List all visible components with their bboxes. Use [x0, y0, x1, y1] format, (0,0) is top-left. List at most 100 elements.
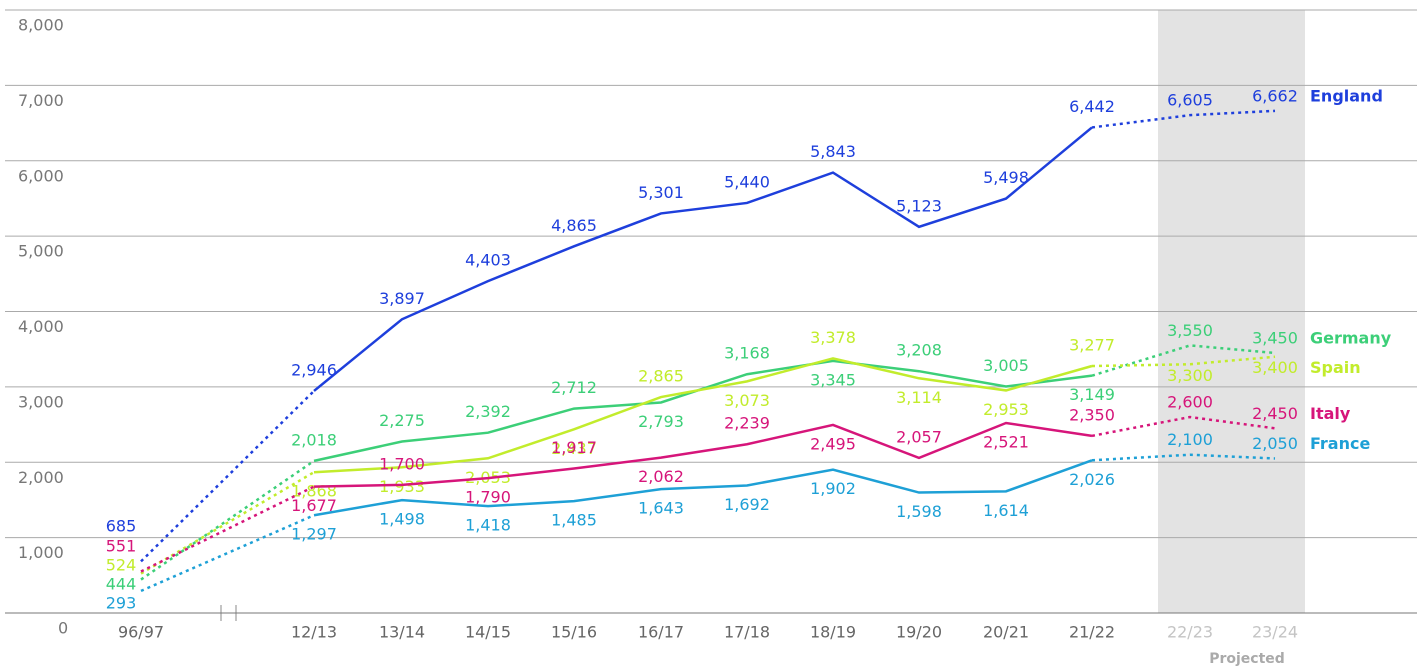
data-label: 3,400: [1252, 358, 1298, 377]
y-tick-label: 8,000: [18, 16, 64, 35]
data-label: 524: [106, 556, 137, 575]
data-label: 2,712: [551, 378, 597, 397]
data-label: 2,062: [638, 467, 684, 486]
data-label: 1,902: [810, 479, 856, 498]
series-name: Germany: [1310, 328, 1392, 347]
data-label: 2,050: [1252, 434, 1298, 453]
data-label: 6,662: [1252, 86, 1298, 105]
data-label: 2,026: [1069, 470, 1115, 489]
series-line: [140, 514, 315, 593]
data-label: 2,450: [1252, 404, 1298, 423]
x-tick-label: 96/97: [118, 623, 164, 642]
data-label: 3,897: [379, 289, 425, 308]
x-tick-label: 18/19: [810, 623, 856, 642]
series-line: [1091, 415, 1276, 438]
data-label: 3,345: [810, 370, 856, 389]
data-label: 1,700: [379, 454, 425, 473]
data-label: 2,018: [291, 430, 337, 449]
data-label: 1,643: [638, 499, 684, 518]
data-label: 3,149: [1069, 385, 1115, 404]
data-label: 293: [106, 594, 137, 613]
data-label: 2,057: [896, 427, 942, 446]
y-tick-label: 0: [58, 619, 68, 638]
series-line: [140, 471, 315, 575]
data-label: 2,495: [810, 434, 856, 453]
data-label: 2,600: [1167, 393, 1213, 412]
series-name: Italy: [1310, 404, 1351, 423]
data-label: 1,418: [465, 516, 511, 535]
data-label: 2,437: [551, 439, 597, 458]
series-line: [1091, 109, 1276, 129]
annotation: Projected: [1209, 651, 1285, 667]
series-line: [140, 390, 315, 563]
data-label: 3,005: [983, 356, 1029, 375]
series-line: [313, 357, 1093, 474]
series-line: [1091, 453, 1276, 462]
data-label: 3,450: [1252, 328, 1298, 347]
data-label: 4,865: [551, 216, 597, 235]
x-tick-label: 15/16: [551, 623, 597, 642]
data-label: 3,208: [896, 341, 942, 360]
y-tick-label: 1,000: [18, 543, 64, 562]
y-tick-label: 4,000: [18, 317, 64, 336]
data-label: 5,843: [810, 142, 856, 161]
data-label: 1,614: [983, 501, 1029, 520]
x-tick-label: 21/22: [1069, 623, 1115, 642]
data-label: 2,239: [724, 414, 770, 433]
data-label: 1,598: [896, 502, 942, 521]
data-label: 2,865: [638, 367, 684, 386]
data-label: 2,521: [983, 432, 1029, 451]
data-label: 5,440: [724, 172, 770, 191]
data-label: 6,442: [1069, 97, 1115, 116]
series-line: [140, 485, 315, 573]
data-label: 444: [106, 575, 137, 594]
data-label: 2,953: [983, 400, 1029, 419]
data-label: 5,301: [638, 183, 684, 202]
data-label: 1,933: [379, 477, 425, 496]
x-tick-label: 16/17: [638, 623, 684, 642]
data-label: 4,403: [465, 251, 511, 270]
x-tick-label: 22/23: [1167, 623, 1213, 642]
data-label: 2,350: [1069, 405, 1115, 424]
data-label: 5,498: [983, 168, 1029, 187]
data-label: 1,485: [551, 511, 597, 530]
x-tick-label: 13/14: [379, 623, 425, 642]
series-line: [140, 459, 315, 581]
series-line: [313, 459, 1093, 517]
data-label: 6,605: [1167, 91, 1213, 110]
y-tick-label: 2,000: [18, 468, 64, 487]
data-label: 3,277: [1069, 335, 1115, 354]
data-label: 1,297: [291, 525, 337, 544]
y-tick-label: 3,000: [18, 392, 64, 411]
series-line: [313, 359, 1093, 463]
series-line: [313, 126, 1093, 392]
data-label: 2,275: [379, 411, 425, 430]
data-label: 3,168: [724, 344, 770, 363]
data-label: 1,692: [724, 495, 770, 514]
data-label: 2,392: [465, 402, 511, 421]
data-label: 5,123: [896, 196, 942, 215]
data-label: 3,550: [1167, 321, 1213, 340]
data-label: 3,378: [810, 328, 856, 347]
data-label: 3,114: [896, 388, 942, 407]
x-tick-label: 12/13: [291, 623, 337, 642]
data-label: 2,100: [1167, 430, 1213, 449]
data-label: 685: [106, 517, 137, 536]
x-tick-label: 19/20: [896, 623, 942, 642]
data-label: 2,946: [291, 360, 337, 379]
data-label: 3,073: [724, 391, 770, 410]
x-tick-label: 17/18: [724, 623, 770, 642]
y-tick-label: 7,000: [18, 91, 64, 110]
series-line: [1091, 355, 1276, 368]
series-line: [313, 421, 1093, 488]
x-tick-label: 23/24: [1252, 623, 1298, 642]
data-label: 1,917: [551, 438, 597, 457]
data-label: 1,790: [465, 488, 511, 507]
data-label: 1,677: [291, 496, 337, 515]
data-label: 2,793: [638, 412, 684, 431]
y-tick-label: 5,000: [18, 242, 64, 261]
y-tick-label: 6,000: [18, 166, 64, 185]
series-name: England: [1310, 86, 1383, 105]
series-name: Spain: [1310, 358, 1361, 377]
